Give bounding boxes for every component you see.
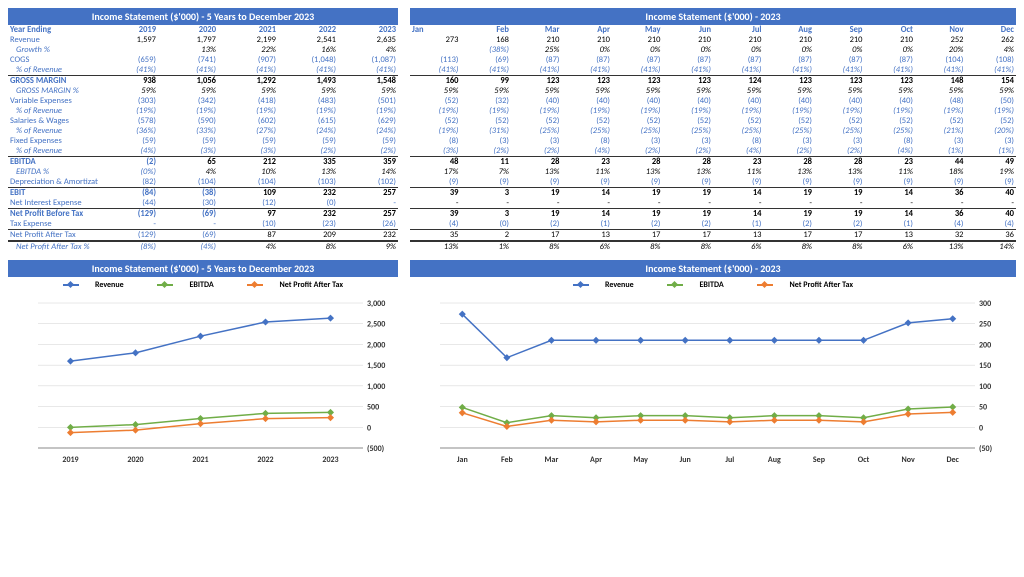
svg-text:2021: 2021 [192, 455, 208, 465]
svg-text:2020: 2020 [127, 455, 143, 465]
left-chart-legend: Revenue EBITDA Net Profit After Tax [8, 277, 398, 293]
svg-text:50: 50 [979, 403, 987, 413]
right-chart-svg: (50) 0 50 100 150 200 250 300 Jan Feb Mar Apr May Jun… [410, 293, 1010, 473]
svg-text:2019: 2019 [62, 455, 78, 465]
svg-text:Oct: Oct [858, 455, 870, 465]
left-income-table: Year Ending20192020202120222023Revenue1,… [8, 25, 398, 252]
svg-text:100: 100 [979, 382, 991, 392]
svg-text:2,500: 2,500 [367, 320, 385, 330]
svg-text:Nov: Nov [901, 455, 915, 465]
svg-text:2023: 2023 [322, 455, 338, 465]
svg-text:150: 150 [979, 361, 991, 371]
right-chart-legend: Revenue EBITDA Net Profit After Tax [410, 277, 1016, 293]
svg-text:1,500: 1,500 [367, 361, 385, 371]
svg-text:200: 200 [979, 340, 991, 350]
svg-text:0: 0 [979, 423, 983, 433]
svg-text:May: May [633, 455, 648, 465]
svg-text:Sep: Sep [813, 455, 826, 465]
svg-text:Aug: Aug [768, 455, 781, 465]
svg-text:500: 500 [367, 403, 379, 413]
svg-text:300: 300 [979, 299, 991, 309]
left-table-title: Income Statement ($'000) - 5 Years to De… [8, 8, 398, 25]
left-chart-title: Income Statement ($'000) - 5 Years to De… [8, 260, 398, 277]
svg-text:Feb: Feb [501, 455, 514, 465]
svg-text:Jan: Jan [457, 455, 468, 465]
svg-text:Jun: Jun [680, 455, 691, 465]
svg-text:(500): (500) [367, 444, 384, 454]
svg-text:Jul: Jul [725, 455, 734, 465]
svg-text:1,000: 1,000 [367, 382, 385, 392]
right-table-title: Income Statement ($'000) - 2023 [410, 8, 1016, 25]
svg-text:0: 0 [367, 423, 371, 433]
svg-text:2,000: 2,000 [367, 340, 385, 350]
svg-text:(50): (50) [979, 444, 992, 454]
svg-text:Mar: Mar [545, 455, 559, 465]
svg-text:2022: 2022 [257, 455, 273, 465]
right-income-table: JanFebMarAprMayJunJulAugSepOctNovDec2731… [410, 25, 1016, 252]
svg-text:Apr: Apr [590, 455, 602, 465]
svg-text:Dec: Dec [946, 455, 959, 465]
left-chart-svg: (500) 0 500 1,000 1,500 2,000 2,500 3,000 2019 20… [8, 293, 398, 473]
svg-text:3,000: 3,000 [367, 299, 385, 309]
right-chart-title: Income Statement ($'000) - 2023 [410, 260, 1016, 277]
svg-text:250: 250 [979, 320, 991, 330]
